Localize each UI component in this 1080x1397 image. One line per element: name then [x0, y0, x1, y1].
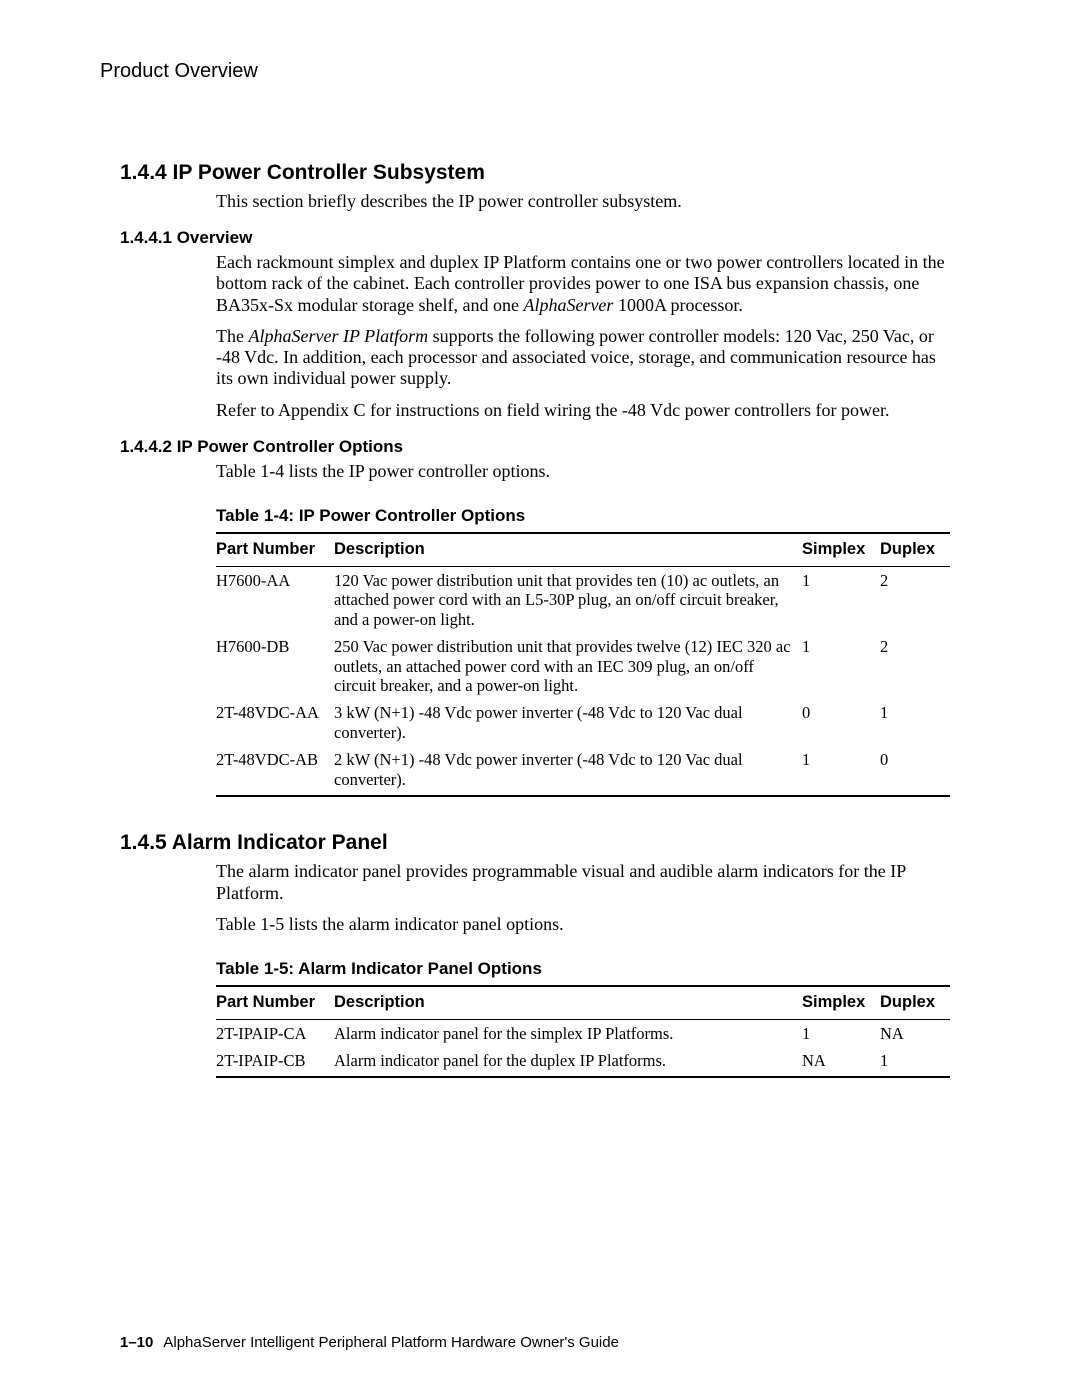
heading-1-4-4-2: 1.4.4.2 IP Power Controller Options [120, 437, 950, 457]
table-row: 2T-IPAIP-CB Alarm indicator panel for th… [216, 1047, 950, 1077]
text: 1000A processor. [613, 295, 743, 315]
cell-simplex: 1 [802, 1019, 880, 1047]
col-simplex: Simplex [802, 533, 880, 566]
table-1-5-caption: Table 1-5: Alarm Indicator Panel Options [216, 959, 950, 979]
heading-1-4-4-1: 1.4.4.1 Overview [120, 228, 950, 248]
body-1-4-4-1: Each rackmount simplex and duplex IP Pla… [216, 252, 950, 421]
page-number: 1–10 [120, 1334, 153, 1351]
table-row: H7600-AA 120 Vac power distribution unit… [216, 566, 950, 633]
footer-title: AlphaServer Intelligent Peripheral Platf… [163, 1334, 619, 1351]
col-duplex: Duplex [880, 986, 950, 1019]
italic-term: AlphaServer [523, 295, 613, 315]
body-1-4-5: The alarm indicator panel provides progr… [216, 861, 950, 1078]
cell-duplex: 0 [880, 746, 950, 796]
running-head: Product Overview [100, 60, 980, 83]
heading-1-4-4: 1.4.4 IP Power Controller Subsystem [120, 161, 950, 185]
table-row: 2T-IPAIP-CA Alarm indicator panel for th… [216, 1019, 950, 1047]
cell-desc: 3 kW (N+1) -48 Vdc power inverter (-48 V… [334, 699, 802, 746]
col-duplex: Duplex [880, 533, 950, 566]
cell-desc: Alarm indicator panel for the duplex IP … [334, 1047, 802, 1077]
paragraph: Table 1-4 lists the IP power controller … [216, 461, 950, 482]
cell-desc: Alarm indicator panel for the simplex IP… [334, 1019, 802, 1047]
cell-simplex: 1 [802, 633, 880, 699]
cell-part: H7600-AA [216, 566, 334, 633]
cell-desc: 2 kW (N+1) -48 Vdc power inverter (-48 V… [334, 746, 802, 796]
table-header-row: Part Number Description Simplex Duplex [216, 533, 950, 566]
paragraph: Each rackmount simplex and duplex IP Pla… [216, 252, 950, 316]
cell-simplex: NA [802, 1047, 880, 1077]
paragraph: This section briefly describes the IP po… [216, 191, 950, 212]
col-part-number: Part Number [216, 986, 334, 1019]
body-1-4-4-2: Table 1-4 lists the IP power controller … [216, 461, 950, 797]
cell-duplex: 2 [880, 633, 950, 699]
table-row: 2T-48VDC-AB 2 kW (N+1) -48 Vdc power inv… [216, 746, 950, 796]
cell-desc: 120 Vac power distribution unit that pro… [334, 566, 802, 633]
cell-part: 2T-IPAIP-CA [216, 1019, 334, 1047]
table-1-5: Part Number Description Simplex Duplex 2… [216, 985, 950, 1078]
cell-simplex: 1 [802, 566, 880, 633]
intro-1-4-4: This section briefly describes the IP po… [216, 191, 950, 212]
table-row: 2T-48VDC-AA 3 kW (N+1) -48 Vdc power inv… [216, 699, 950, 746]
col-description: Description [334, 986, 802, 1019]
table-1-4: Part Number Description Simplex Duplex H… [216, 532, 950, 797]
italic-term: AlphaServer IP Platform [248, 326, 428, 346]
paragraph: Refer to Appendix C for instructions on … [216, 400, 950, 421]
cell-simplex: 1 [802, 746, 880, 796]
col-part-number: Part Number [216, 533, 334, 566]
paragraph: Table 1-5 lists the alarm indicator pane… [216, 914, 950, 935]
cell-part: 2T-48VDC-AA [216, 699, 334, 746]
cell-part: H7600-DB [216, 633, 334, 699]
page-footer: 1–10 AlphaServer Intelligent Peripheral P… [120, 1334, 619, 1351]
page: Product Overview 1.4.4 IP Power Controll… [0, 0, 1080, 1397]
paragraph: The alarm indicator panel provides progr… [216, 861, 950, 903]
cell-part: 2T-48VDC-AB [216, 746, 334, 796]
cell-part: 2T-IPAIP-CB [216, 1047, 334, 1077]
cell-desc: 250 Vac power distribution unit that pro… [334, 633, 802, 699]
heading-1-4-5: 1.4.5 Alarm Indicator Panel [120, 831, 950, 855]
table-row: H7600-DB 250 Vac power distribution unit… [216, 633, 950, 699]
cell-duplex: 1 [880, 699, 950, 746]
cell-simplex: 0 [802, 699, 880, 746]
text: The [216, 326, 248, 346]
col-description: Description [334, 533, 802, 566]
table-1-4-caption: Table 1-4: IP Power Controller Options [216, 506, 950, 526]
cell-duplex: 2 [880, 566, 950, 633]
cell-duplex: 1 [880, 1047, 950, 1077]
paragraph: The AlphaServer IP Platform supports the… [216, 326, 950, 390]
table-header-row: Part Number Description Simplex Duplex [216, 986, 950, 1019]
cell-duplex: NA [880, 1019, 950, 1047]
col-simplex: Simplex [802, 986, 880, 1019]
content-area: 1.4.4 IP Power Controller Subsystem This… [120, 161, 950, 1078]
